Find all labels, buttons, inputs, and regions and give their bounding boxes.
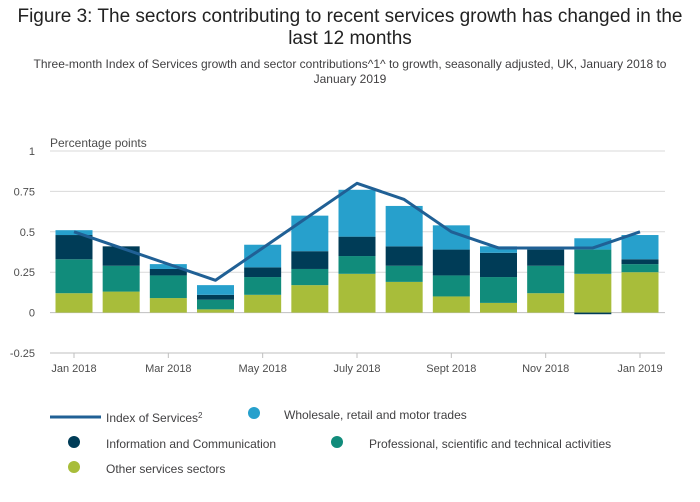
bar-segment bbox=[102, 265, 140, 292]
bar-segment bbox=[432, 296, 470, 313]
bar-segment bbox=[244, 277, 282, 295]
bar-segment bbox=[527, 249, 565, 266]
bar-segment bbox=[197, 294, 234, 300]
x-tick-label: May 2018 bbox=[239, 363, 287, 375]
bar-segment bbox=[574, 249, 612, 274]
y-tick-label: 0 bbox=[29, 308, 35, 320]
bar-segment bbox=[291, 215, 329, 252]
legend-dot-swatch bbox=[68, 436, 80, 448]
y-axis-title: Percentage points bbox=[50, 136, 147, 150]
bar-segment bbox=[480, 302, 517, 313]
bar-segment bbox=[621, 264, 659, 273]
bar-segment bbox=[432, 275, 470, 297]
bar-segment bbox=[480, 252, 517, 278]
bar-segment bbox=[574, 312, 612, 315]
bar-segment bbox=[385, 205, 423, 247]
legend-label: Information and Communication bbox=[106, 437, 276, 451]
x-axis: Jan 2018 Mar 2018 May 2018 July 2018 Sept 20… bbox=[50, 352, 665, 375]
bar-segment bbox=[385, 281, 423, 313]
x-tick-label: July 2018 bbox=[333, 363, 380, 375]
bar-segment bbox=[338, 273, 376, 313]
bar-segment bbox=[574, 273, 612, 313]
bar-segment bbox=[102, 291, 140, 313]
bar-segment bbox=[574, 238, 612, 250]
bar-segment bbox=[621, 272, 659, 313]
y-tick-label: 0.75 bbox=[14, 186, 35, 198]
bar-segment bbox=[197, 299, 234, 310]
bar-segment bbox=[149, 298, 187, 313]
legend-dot-swatch bbox=[331, 436, 343, 448]
legend-dot-swatch bbox=[68, 461, 80, 473]
index-of-services-line bbox=[73, 181, 641, 282]
legend: Index of Services2 Wholesale, retail and … bbox=[50, 407, 611, 476]
bar-segment bbox=[621, 259, 659, 265]
bar-series bbox=[55, 189, 659, 315]
bar-segment bbox=[527, 265, 565, 294]
bar-segment bbox=[244, 294, 282, 313]
bar-segment bbox=[244, 267, 282, 278]
bar-segment bbox=[338, 256, 376, 274]
bar-segment bbox=[621, 235, 659, 260]
bar-segment bbox=[291, 251, 329, 269]
bar-segment bbox=[291, 268, 329, 286]
y-tick-label: -0.25 bbox=[10, 348, 35, 360]
legend-footnote-marker: 2 bbox=[198, 411, 203, 420]
line-series bbox=[73, 181, 641, 282]
bar-segment bbox=[149, 268, 187, 276]
legend-label: Professional, scientific and technical a… bbox=[369, 437, 611, 451]
bar-segment bbox=[197, 309, 234, 313]
x-tick-label: Mar 2018 bbox=[145, 363, 191, 375]
bar-segment bbox=[432, 249, 470, 276]
bar-segment bbox=[244, 244, 282, 268]
y-tick-label: 0.5 bbox=[20, 227, 35, 239]
x-tick-label: Jan 2018 bbox=[51, 363, 96, 375]
bar-segment bbox=[338, 236, 376, 257]
y-tick-label: 1 bbox=[29, 146, 35, 158]
x-tick-label: Nov 2018 bbox=[522, 363, 569, 375]
bar-segment bbox=[385, 246, 423, 266]
bar-segment bbox=[291, 285, 329, 313]
x-tick-label: Jan 2019 bbox=[617, 363, 662, 375]
bar-segment bbox=[55, 235, 93, 260]
bar-segment bbox=[338, 189, 376, 237]
legend-dot-swatch bbox=[248, 407, 260, 419]
bar-segment bbox=[385, 265, 423, 282]
y-axis-ticks: -0.25 0 0.25 0.5 0.75 1 bbox=[10, 146, 35, 360]
chart-subtitle: Three-month Index of Services growth and… bbox=[33, 57, 667, 86]
bar-segment bbox=[149, 264, 187, 269]
bar-segment bbox=[55, 259, 93, 294]
legend-label: Index of Services2 bbox=[106, 411, 203, 426]
bar-segment bbox=[197, 285, 234, 295]
bar-segment bbox=[480, 277, 517, 303]
bar-segment bbox=[55, 293, 93, 313]
chart-title: Figure 3: The sectors contributing to re… bbox=[17, 6, 683, 49]
bar-segment bbox=[480, 246, 517, 253]
legend-label: Wholesale, retail and motor trades bbox=[284, 408, 467, 422]
x-tick-label: Sept 2018 bbox=[426, 363, 476, 375]
bar-segment bbox=[527, 293, 565, 313]
legend-label: Other services sectors bbox=[106, 462, 225, 476]
y-tick-label: 0.25 bbox=[14, 267, 35, 279]
bar-segment bbox=[149, 275, 187, 299]
